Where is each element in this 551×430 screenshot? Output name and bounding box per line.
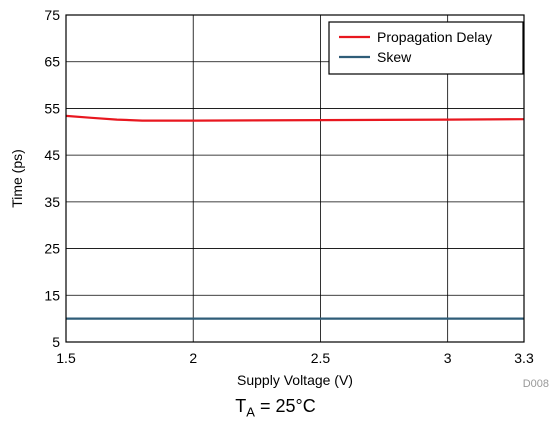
- y-tick-label: 65: [44, 54, 60, 70]
- x-axis-label: Supply Voltage (V): [237, 372, 353, 388]
- x-tick-label: 3.3: [514, 350, 534, 366]
- caption-value: = 25°C: [254, 396, 316, 416]
- caption-symbol: T: [235, 396, 247, 416]
- legend-box: [328, 21, 524, 75]
- x-tick-label: 1.5: [56, 350, 76, 366]
- y-tick-label: 25: [44, 241, 60, 257]
- legend-label: Propagation Delay: [377, 29, 492, 45]
- figure-id-annotation: D008: [523, 378, 549, 390]
- y-axis-label: Time (ps): [9, 149, 25, 208]
- y-tick-label: 45: [44, 147, 60, 163]
- caption-subscript: A: [246, 404, 255, 420]
- series-lines: [65, 114, 525, 320]
- y-tick-label: 35: [44, 194, 60, 210]
- temperature-caption: TA = 25°C: [0, 396, 551, 420]
- legend-label: Skew: [377, 49, 412, 65]
- line-chart: 5 15 25 35 45 55 65 75 1.5 2 2.5 3 3.3 Supply Voltag…: [9, 7, 549, 390]
- tick-labels: 5 15 25 35 45 55 65 75 1.5 2 2.5 3 3.3: [44, 7, 534, 366]
- x-tick-label: 2.5: [311, 350, 331, 366]
- y-tick-label: 75: [44, 7, 60, 23]
- x-tick-label: 3: [444, 350, 452, 366]
- plot-frame: [65, 14, 525, 343]
- y-tick-label: 15: [44, 287, 60, 303]
- series-line-propagation-delay: [65, 114, 525, 122]
- x-tick-label: 2: [189, 350, 197, 366]
- legend: Propagation Delay Skew: [328, 21, 524, 75]
- y-tick-label: 55: [44, 100, 60, 116]
- y-tick-label: 5: [52, 334, 60, 350]
